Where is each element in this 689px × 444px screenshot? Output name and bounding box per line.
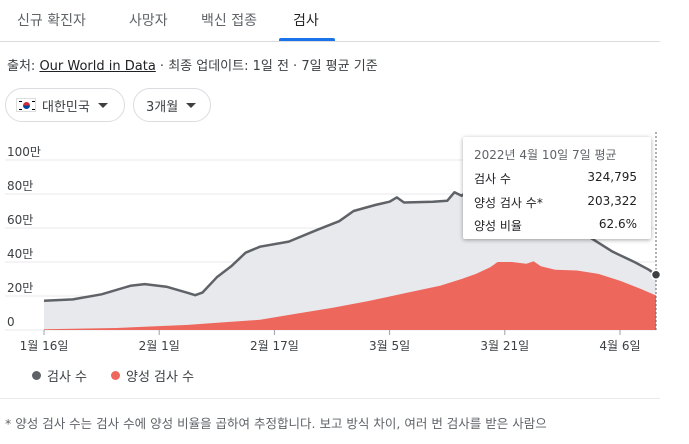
x-tick-label: 2월 1일 (139, 339, 180, 353)
tab-new-cases[interactable]: 신규 확진자 (17, 13, 86, 29)
y-tick-label: 80만 (7, 179, 33, 193)
country-select[interactable]: 대한민국 (5, 88, 125, 122)
chevron-down-icon (97, 102, 108, 108)
x-tick-label: 3월 21일 (480, 339, 529, 353)
chart-tooltip: 2022년 4월 10일 7일 평균 검사 수 324,795 양성 검사 수*… (463, 137, 651, 239)
legend-label: 양성 검사 수 (126, 370, 195, 385)
tooltip-label: 검사 수 (474, 172, 511, 186)
y-tick-label: 20만 (7, 281, 33, 295)
x-tick-label: 4월 6일 (599, 339, 640, 353)
series-area-positive (44, 261, 656, 330)
tab-deaths[interactable]: 사망자 (129, 13, 168, 29)
tooltip-date: 2022년 4월 10일 7일 평균 (474, 148, 617, 162)
tooltip-value: 62.6% (598, 217, 637, 231)
source-prefix: 출처: (7, 59, 40, 74)
korea-flag-icon (16, 98, 36, 112)
legend-dot (111, 371, 120, 380)
country-label: 대한민국 (42, 99, 90, 115)
y-tick-label: 60만 (7, 213, 33, 227)
legend-item-positive[interactable]: 양성 검사 수 (111, 366, 194, 385)
divider (0, 398, 660, 399)
tooltip-label: 양성 비율 (474, 219, 522, 233)
legend-item-tests[interactable]: 검사 수 (32, 366, 87, 385)
hover-dot (650, 269, 662, 280)
active-tab-indicator (279, 38, 335, 41)
source-link[interactable]: Our World in Data (39, 59, 156, 74)
tooltip-row-rate: 양성 비율 62.6% (474, 217, 637, 234)
tooltip-value: 203,322 (587, 194, 637, 208)
y-tick-label: 0 (7, 315, 15, 329)
source-line: 출처: Our World in Data · 최종 업데이트: 1일 전 · … (7, 55, 378, 74)
tab-tests[interactable]: 검사 (293, 13, 319, 29)
chevron-down-icon (186, 102, 197, 108)
x-tick-label: 3월 5일 (369, 339, 410, 353)
y-tick-label: 100만 (7, 145, 41, 159)
period-label: 3개월 (146, 99, 179, 115)
y-tick-label: 40만 (7, 247, 33, 261)
legend-label: 검사 수 (47, 370, 88, 385)
tooltip-row-positive: 양성 검사 수* 203,322 (474, 194, 637, 211)
tab-vaccinations[interactable]: 백신 접종 (201, 13, 257, 29)
x-tick-label: 1월 16일 (20, 339, 69, 353)
footnote: * 양성 검사 수는 검사 수에 양성 비율을 곱하여 추정합니다. 보고 방식… (5, 416, 547, 431)
legend-dot (32, 371, 41, 380)
tooltip-value: 324,795 (587, 170, 637, 184)
tooltip-label: 양성 검사 수* (474, 196, 543, 210)
source-suffix: · 최종 업데이트: 1일 전 · 7일 평균 기준 (155, 59, 378, 74)
tab-bar: 신규 확진자 사망자 백신 접종 검사 (0, 0, 660, 42)
period-select[interactable]: 3개월 (133, 88, 211, 122)
tooltip-row-tests: 검사 수 324,795 (474, 170, 637, 187)
x-tick-label: 2월 17일 (250, 339, 299, 353)
